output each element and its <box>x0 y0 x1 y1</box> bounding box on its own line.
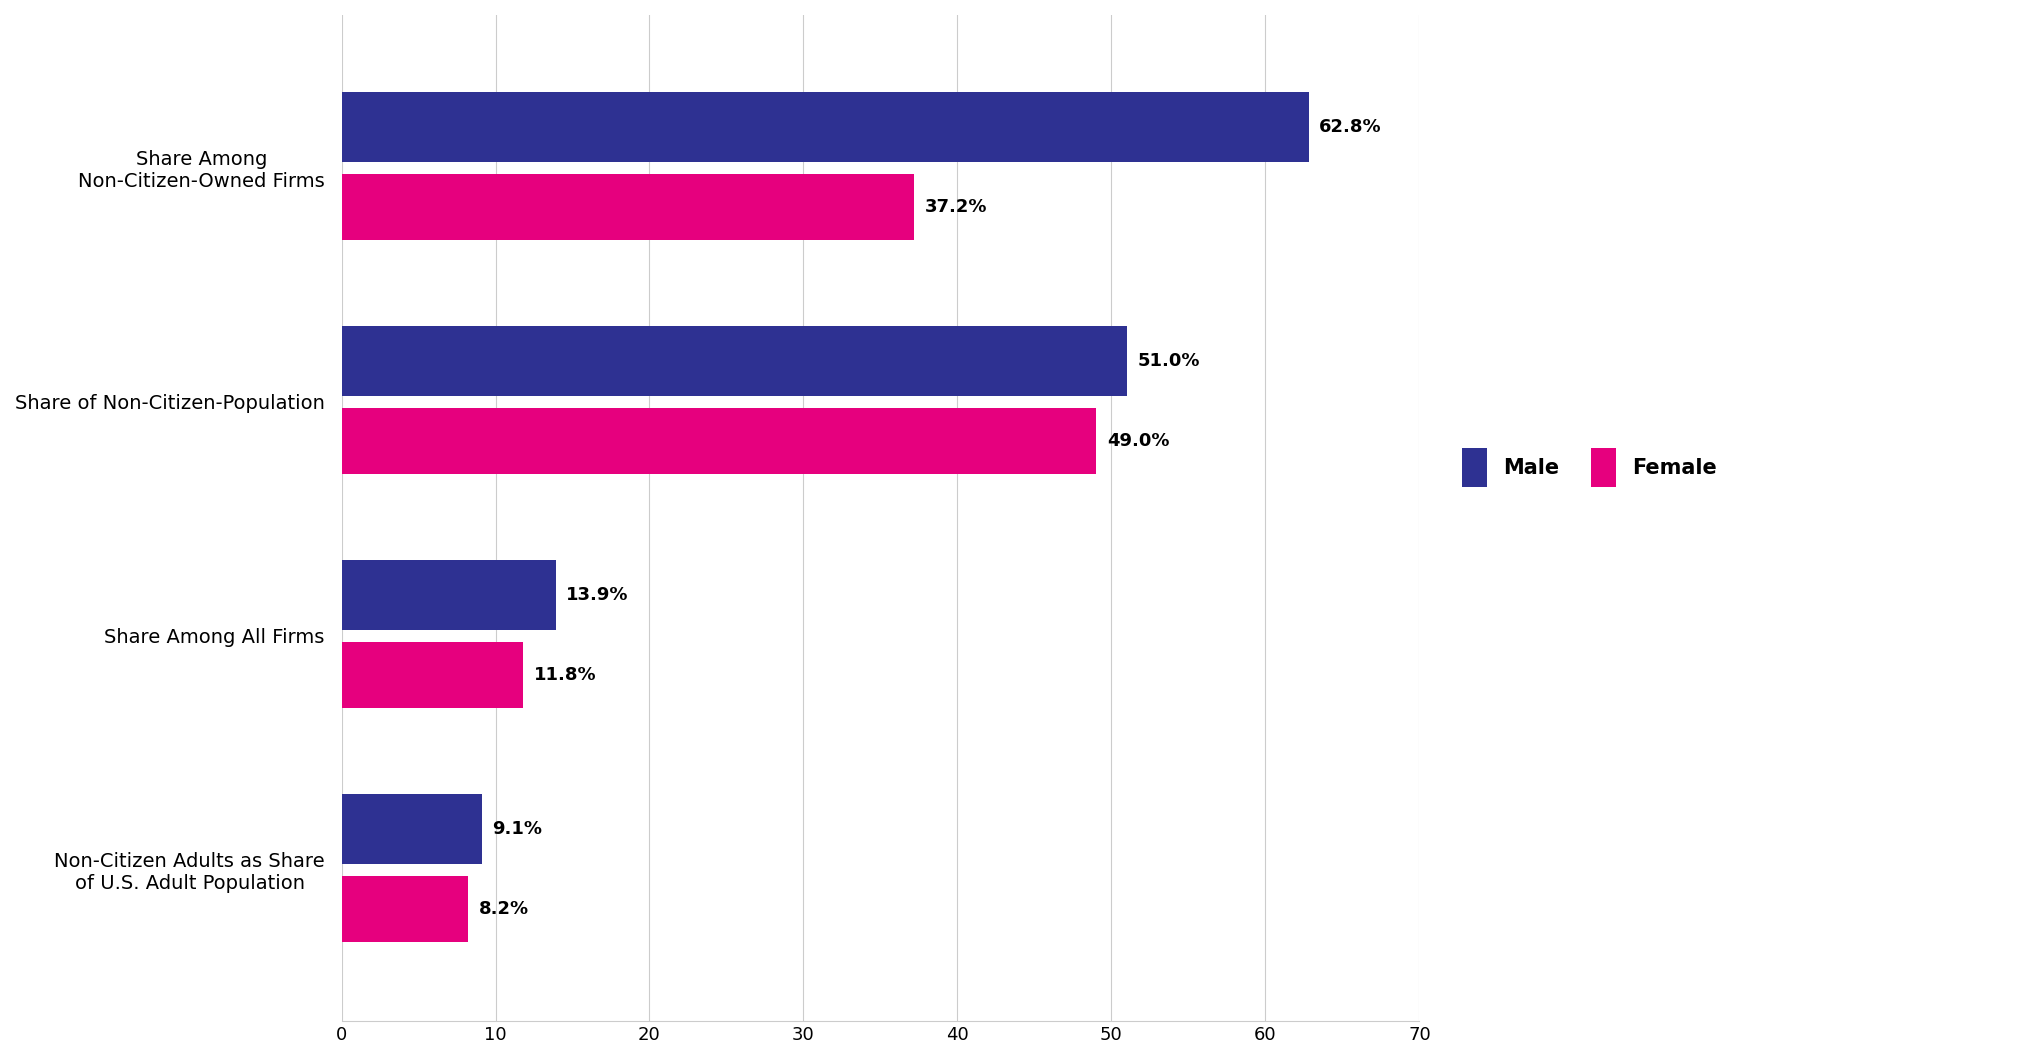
Bar <box>342 408 1096 473</box>
Text: 37.2%: 37.2% <box>925 198 988 216</box>
Bar <box>342 326 1127 396</box>
Bar <box>342 560 556 630</box>
Bar <box>342 794 481 864</box>
Text: 49.0%: 49.0% <box>1107 432 1170 450</box>
Text: 11.8%: 11.8% <box>534 666 597 684</box>
Bar <box>342 794 481 864</box>
Text: 13.9%: 13.9% <box>567 587 630 605</box>
Text: 9.1%: 9.1% <box>493 821 542 839</box>
Text: 8.2%: 8.2% <box>479 900 528 918</box>
Bar <box>342 642 524 707</box>
Bar <box>342 326 1127 396</box>
Text: 51.0%: 51.0% <box>1137 353 1200 371</box>
Text: 62.8%: 62.8% <box>1319 119 1382 137</box>
Bar <box>342 92 1308 162</box>
Legend: Male, Female: Male, Female <box>1451 437 1728 498</box>
Bar <box>342 560 556 630</box>
Bar <box>342 92 1308 162</box>
Bar <box>342 876 469 941</box>
Bar <box>342 174 915 239</box>
